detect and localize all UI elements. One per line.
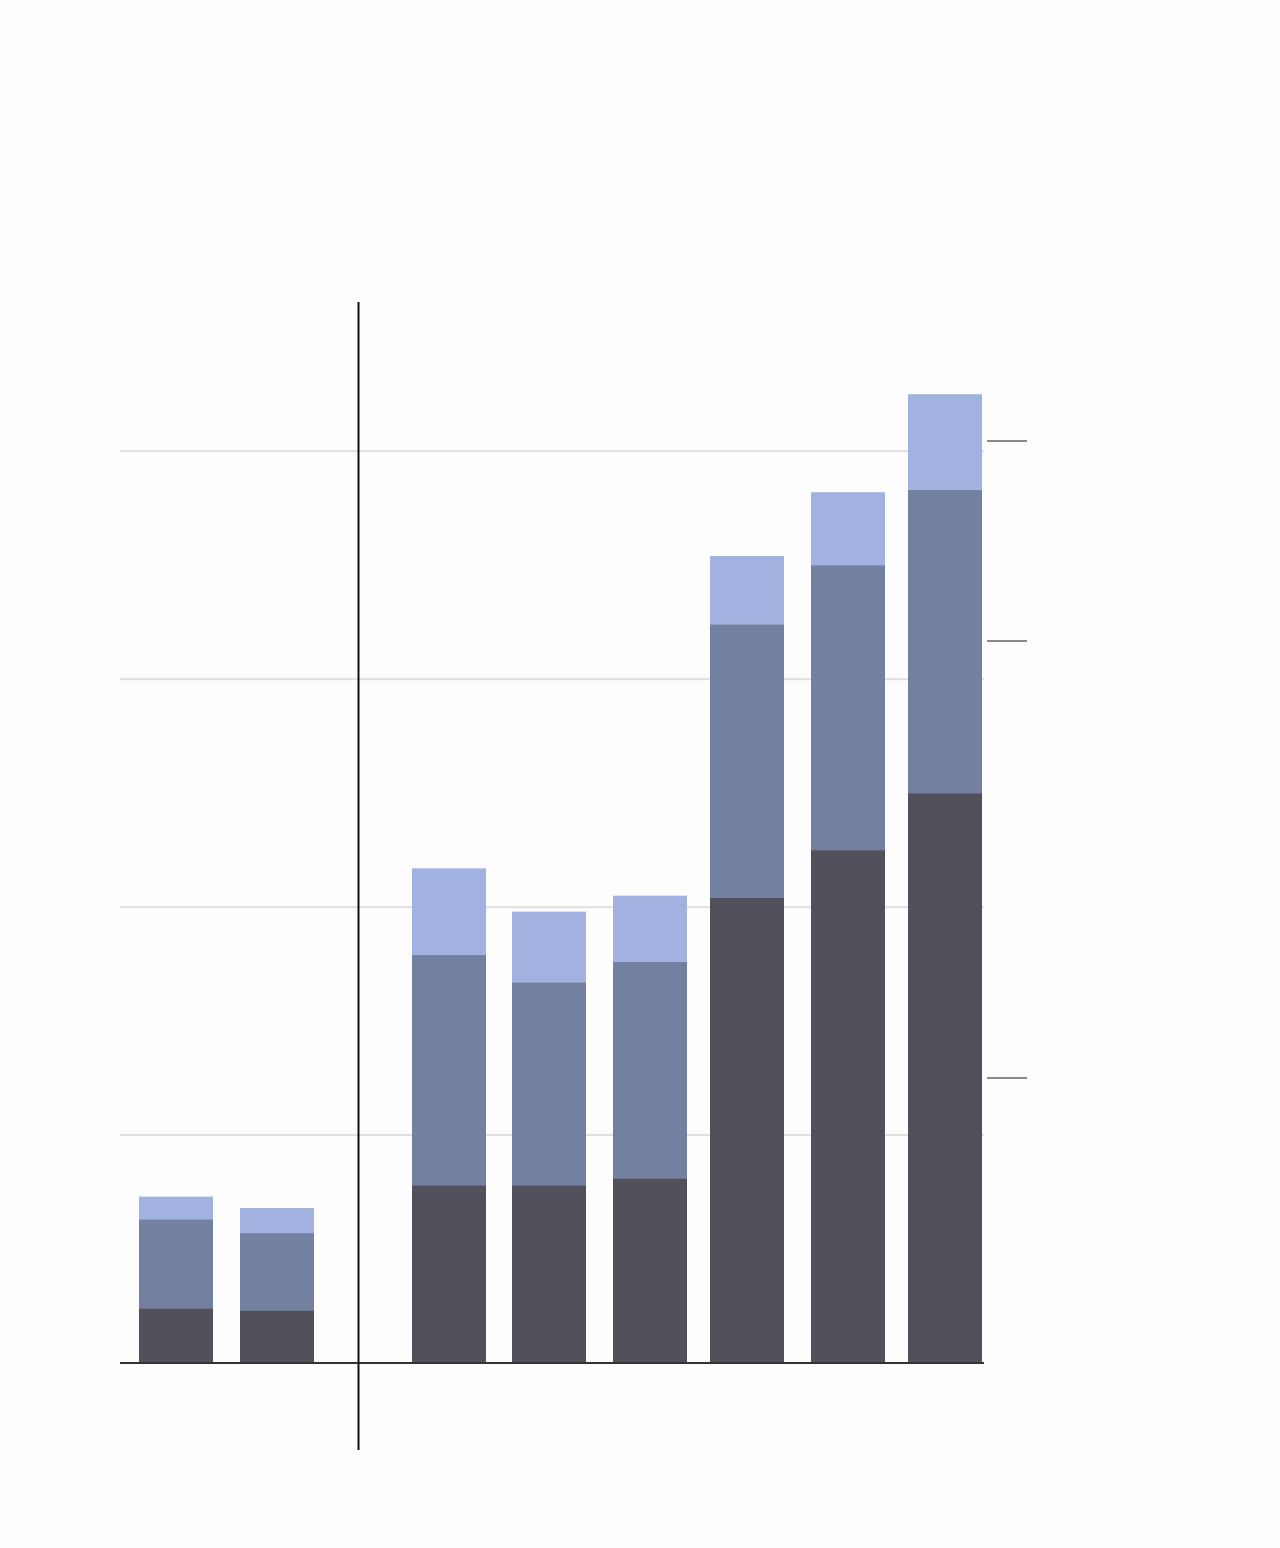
bar-segment — [139, 1308, 213, 1363]
bar-segment — [240, 1207, 314, 1234]
bar-segment — [710, 624, 784, 898]
bar-segment — [710, 897, 784, 1363]
bar-segment — [811, 492, 885, 566]
bar-segment — [512, 982, 586, 1186]
bar-segment — [139, 1219, 213, 1309]
bar-segment — [908, 489, 982, 794]
bars — [139, 394, 982, 1363]
bar-segment — [613, 895, 687, 962]
bar-segment — [811, 565, 885, 851]
bar-segment — [139, 1196, 213, 1220]
bar-segment — [512, 1185, 586, 1363]
bar-segment — [512, 911, 586, 983]
bar-segment — [240, 1310, 314, 1363]
bar-segment — [412, 1185, 486, 1363]
bar-segment — [412, 868, 486, 955]
bar-segment — [613, 1178, 687, 1363]
bar-segment — [908, 793, 982, 1363]
bar-segment — [908, 394, 982, 490]
bar-segment — [710, 556, 784, 625]
bar-segment — [613, 961, 687, 1179]
bar-segment — [811, 850, 885, 1363]
bar-segment — [412, 954, 486, 1186]
bar-segment — [240, 1233, 314, 1311]
